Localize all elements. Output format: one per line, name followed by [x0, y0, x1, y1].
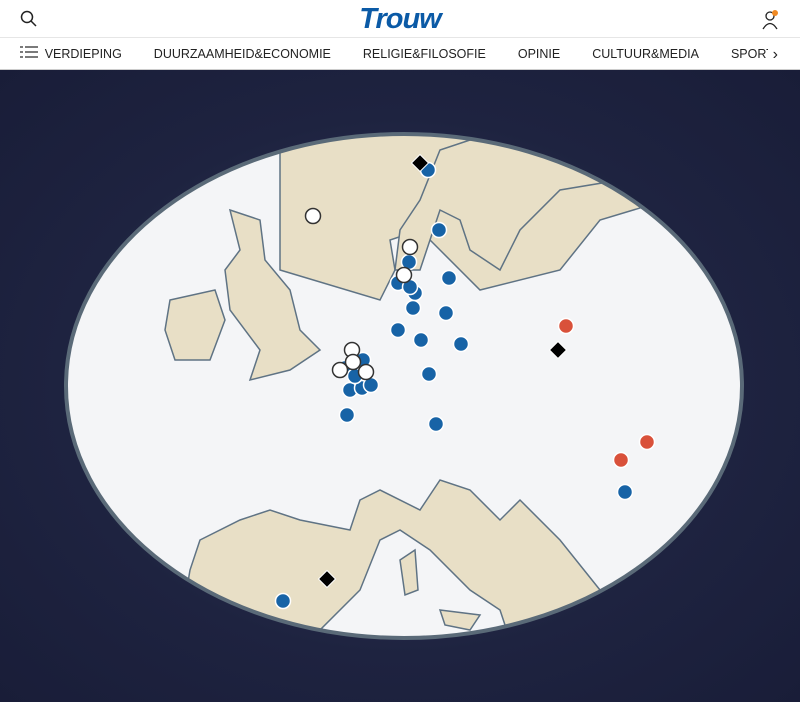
diamond-marker[interactable] [317, 569, 337, 589]
chevron-right-icon[interactable]: › [772, 46, 778, 63]
blue-marker[interactable] [452, 335, 470, 353]
nav-religie[interactable]: RELIGIE&FILOSOFIE [362, 46, 486, 61]
header: Trouw [0, 0, 800, 38]
red-marker[interactable] [557, 317, 575, 335]
logo[interactable]: Trouw [359, 3, 441, 35]
nav-cultuur[interactable]: CULTUUR&MEDIA [592, 46, 699, 61]
red-marker[interactable] [638, 433, 656, 451]
great-britain [224, 208, 322, 382]
nav-opinie[interactable]: OPINIE [517, 46, 561, 61]
blue-marker[interactable] [430, 221, 448, 239]
nav-sport[interactable]: SPORT&S... [730, 46, 768, 61]
continent [179, 134, 742, 638]
map-stage [0, 70, 800, 702]
sardinia [399, 548, 419, 597]
white-marker[interactable] [304, 207, 322, 225]
blue-marker[interactable] [338, 406, 356, 424]
red-marker[interactable] [612, 451, 630, 469]
white-marker[interactable] [331, 361, 349, 379]
blue-marker[interactable] [412, 331, 430, 349]
menu-icon[interactable] [0, 45, 45, 62]
blue-marker[interactable] [404, 299, 422, 317]
blue-marker[interactable] [427, 415, 445, 433]
blue-marker[interactable] [440, 269, 458, 287]
section-nav: VERDIEPING DUURZAAMHEID&ECONOMIE RELIGIE… [0, 38, 800, 70]
markers [274, 153, 656, 610]
search-icon[interactable] [20, 10, 38, 28]
blue-marker[interactable] [274, 592, 292, 610]
blue-marker[interactable] [420, 365, 438, 383]
blue-marker[interactable] [389, 321, 407, 339]
ireland [164, 289, 226, 361]
diamond-marker[interactable] [548, 340, 568, 360]
white-marker[interactable] [401, 238, 419, 256]
europe-map[interactable] [0, 70, 800, 702]
user-icon[interactable] [762, 10, 780, 30]
white-marker[interactable] [395, 266, 413, 284]
white-marker[interactable] [357, 363, 375, 381]
nav-duurzaamheid[interactable]: DUURZAAMHEID&ECONOMIE [153, 46, 331, 61]
nav-verdieping[interactable]: VERDIEPING [44, 46, 122, 61]
white-marker[interactable] [344, 353, 362, 371]
sicily [438, 609, 482, 631]
diamond-marker[interactable] [410, 153, 430, 173]
blue-marker[interactable] [437, 304, 455, 322]
blue-marker[interactable] [616, 483, 634, 501]
